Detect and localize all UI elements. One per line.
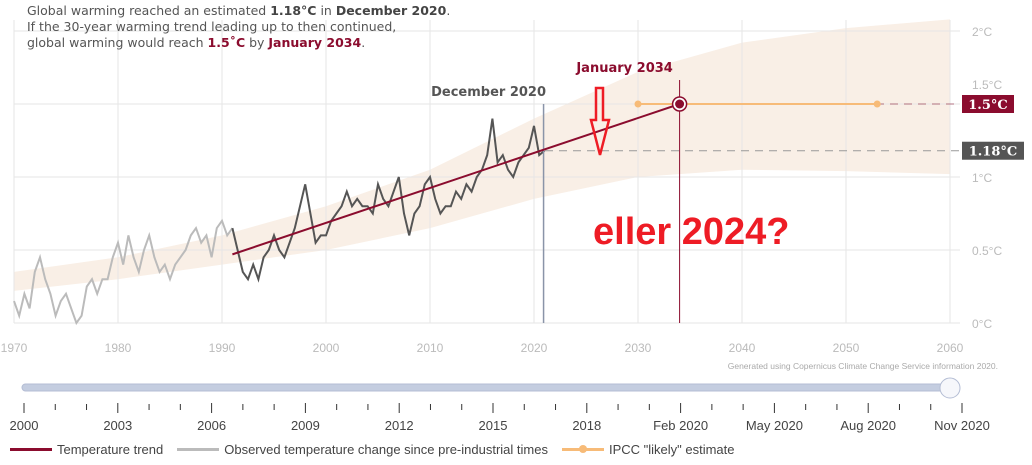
trend-line <box>232 103 680 256</box>
observed-line-recent <box>231 118 546 283</box>
x-tick-label: 1980 <box>105 341 132 355</box>
x-tick-label: 2060 <box>937 341 964 355</box>
slider-tick-label: 2015 <box>479 418 508 433</box>
x-tick-label: 1970 <box>1 341 28 355</box>
x-tick-label: 2020 <box>521 341 548 355</box>
slider-tick-label: May 2020 <box>746 418 803 433</box>
threshold-badge-label: 1.5°C <box>968 98 1007 113</box>
marker-label-target: January 2034 <box>575 61 672 76</box>
threshold-badge <box>962 141 1024 160</box>
y-tick-label: 2°C <box>972 25 992 39</box>
x-tick-label: 2010 <box>417 341 444 355</box>
slider-tick-label: 2003 <box>103 418 132 433</box>
slider-tick-label: 2000 <box>10 418 39 433</box>
slider-tick-label: Feb 2020 <box>653 418 708 433</box>
ipcc-point <box>873 100 881 108</box>
x-tick-label: 1990 <box>209 341 236 355</box>
credit: Generated using Copernicus Climate Chang… <box>727 361 998 371</box>
x-tick-label: 2050 <box>833 341 860 355</box>
y-tick-label: 1.5°C <box>972 78 1002 92</box>
slider-tick-label: Nov 2020 <box>934 418 990 433</box>
slider-track[interactable] <box>21 383 951 392</box>
x-tick-label: 2040 <box>729 341 756 355</box>
x-tick-label: 2030 <box>625 341 652 355</box>
y-tick-label: 1°C <box>972 171 992 185</box>
slider-tick-label: Aug 2020 <box>840 418 896 433</box>
marker-label-current: December 2020 <box>431 85 546 100</box>
threshold-badge <box>962 95 1014 113</box>
legend-trend[interactable]: Temperature trend <box>10 442 163 457</box>
legend: Temperature trend Observed temperature c… <box>10 442 735 457</box>
down-arrow-icon <box>589 86 611 156</box>
slider-tick-label: 2009 <box>291 418 320 433</box>
chart: 1970 1980 1990 2000 2010 2020 2030 2040 2050 2060… <box>1 19 1024 433</box>
y-tick-label: 0.5°C <box>972 244 1002 258</box>
legend-ipcc[interactable]: IPCC "likely" estimate <box>561 442 735 457</box>
x-tick-label: 2000 <box>313 341 340 355</box>
legend-observed[interactable]: Observed temperature change since pre-in… <box>177 442 548 457</box>
intro-text: Global warming reached an estimated 1.18… <box>27 3 451 50</box>
slider-tick-label: 2006 <box>197 418 226 433</box>
slider-tick-label: 2012 <box>385 418 414 433</box>
slider-tick-label: 2018 <box>572 418 601 433</box>
threshold-badge-label: 1.18°C <box>969 145 1018 160</box>
uncertainty-band <box>14 19 950 291</box>
ipcc-point <box>634 100 642 108</box>
slider-handle[interactable] <box>939 377 961 399</box>
annotation-text: eller 2024? <box>593 211 789 253</box>
target-point <box>675 99 685 109</box>
y-tick-label: 0°C <box>972 317 992 331</box>
observed-line-early <box>13 218 234 326</box>
